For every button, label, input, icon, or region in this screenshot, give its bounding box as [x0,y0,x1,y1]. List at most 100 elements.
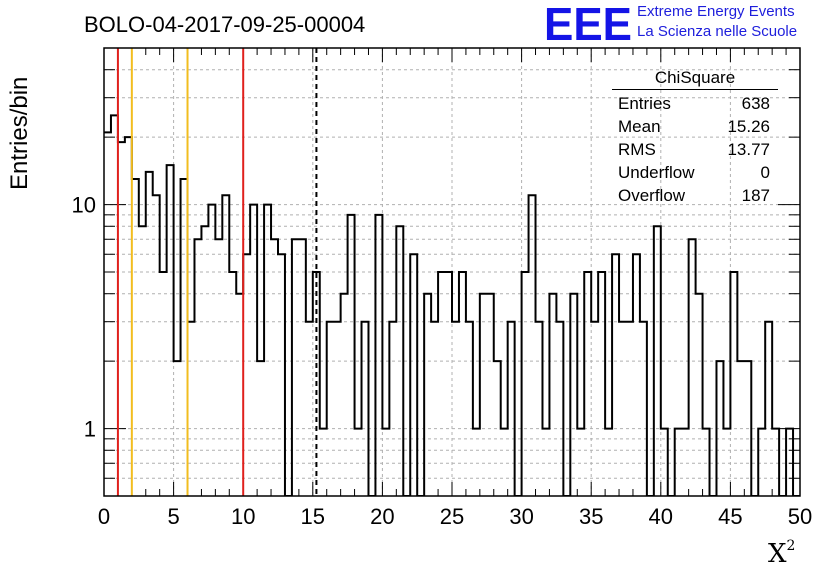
histogram-bin [716,361,723,496]
histogram-bin [445,272,452,496]
histogram-bin [153,195,160,496]
x-tick-label: 35 [579,504,603,529]
y-tick-label: 1 [84,417,96,442]
histogram-bin [222,195,229,496]
stats-label: Mean [618,117,661,136]
histogram-bin [139,226,146,496]
histogram-bin [111,115,118,496]
histogram-bin [292,239,299,496]
stats-value: 0 [760,163,770,182]
histogram-bin [257,361,264,496]
histogram-bin [452,322,459,496]
histogram-bin [174,361,181,496]
histogram-bin [758,429,765,496]
stats-label: Entries [618,94,671,113]
histogram-bin [438,272,445,496]
stats-label: Underflow [618,163,695,182]
stats-row-mean: Mean 15.26 [612,117,778,140]
histogram-bin [661,429,668,496]
stats-row-entries: Entries 638 [612,94,778,117]
histogram-bin [396,226,403,496]
x-tick-label: 0 [98,504,110,529]
histogram-bin [327,322,334,496]
histogram-bin [348,215,355,496]
histogram-bin [459,272,466,496]
stats-label: Overflow [618,186,686,205]
plot-frame [103,47,801,497]
histogram-bin [786,429,793,496]
histogram-bin [201,226,208,496]
y-axis-label: Entries/bin [6,40,40,190]
y-axis-label-text: Entries/bin [6,76,33,190]
histogram-bin [424,294,431,496]
histogram-bin [118,142,125,496]
run-title: BOLO-04-2017-09-25-00004 [84,12,366,37]
x-axis-label-text: X [768,539,787,569]
histogram-bin [487,294,494,496]
histogram-bin [675,429,682,496]
histogram-bin [640,322,647,496]
histogram-bin [334,322,341,496]
histogram-bin [473,429,480,496]
stats-box: ChiSquare Entries 638 Mean 15.26 RMS 13.77 … [612,68,778,209]
x-tick-label: 45 [718,504,742,529]
project-name-line-2: La Scienza nelle Scuole [637,23,798,40]
histogram-bin [577,429,584,496]
histogram-bin [703,429,710,496]
x-tick-label: 25 [440,504,464,529]
histogram-bin [772,429,779,496]
x-axis-label: X2 [768,538,795,569]
histogram-bin [696,294,703,496]
histogram-bin [188,322,195,496]
histogram-bin [382,429,389,496]
histogram-bin [264,205,271,496]
stats-value: 13.77 [727,140,770,159]
stats-label: RMS [618,140,656,159]
histogram-bin [654,226,661,496]
histogram-bin [584,272,591,496]
histogram-bin [626,322,633,496]
project-name: Extreme Energy Events La Scienza nelle S… [637,2,797,42]
histogram-bin [250,205,257,496]
histogram-bin [598,272,605,496]
histogram-bin [375,215,382,496]
stats-value: 187 [741,186,770,205]
histogram-bin [689,239,696,496]
histogram-bin [271,239,278,496]
histogram-bin [299,239,306,496]
histogram-bin [194,239,201,496]
histogram-bin [529,195,536,496]
histogram-bin [181,179,188,496]
histogram-bin [612,254,619,496]
histogram-bin [160,272,167,496]
histogram-bin [320,429,327,496]
histogram-bin [362,322,369,496]
histogram-bin [132,179,139,496]
histogram-bin [125,137,132,496]
eee-logo: EEE [544,0,632,44]
histogram-bin [501,429,508,496]
histogram-bin [355,429,362,496]
histogram-bin [306,322,313,496]
histogram-bin [215,239,222,496]
histogram-bin [480,294,487,496]
histogram-bin [243,254,250,496]
x-tick-label: 10 [231,504,255,529]
histogram-bin [494,361,501,496]
histogram-bin [730,272,737,496]
histogram-bin [278,254,285,496]
x-tick-label: 40 [649,504,673,529]
x-axis-label-superscript: 2 [786,538,796,554]
histogram-bin [229,272,236,496]
y-tick-label: 10 [72,193,96,218]
histogram-bin [104,132,111,496]
histogram-bin [737,361,744,496]
histogram-bin [466,322,473,496]
histogram-bin [549,294,556,496]
histogram-bin [341,294,348,496]
histogram-bin [744,361,751,496]
stats-row-overflow: Overflow 187 [612,186,778,209]
histogram-bin [682,429,689,496]
histogram-bin [208,205,215,496]
project-name-line-1: Extreme Energy Events [637,3,795,20]
